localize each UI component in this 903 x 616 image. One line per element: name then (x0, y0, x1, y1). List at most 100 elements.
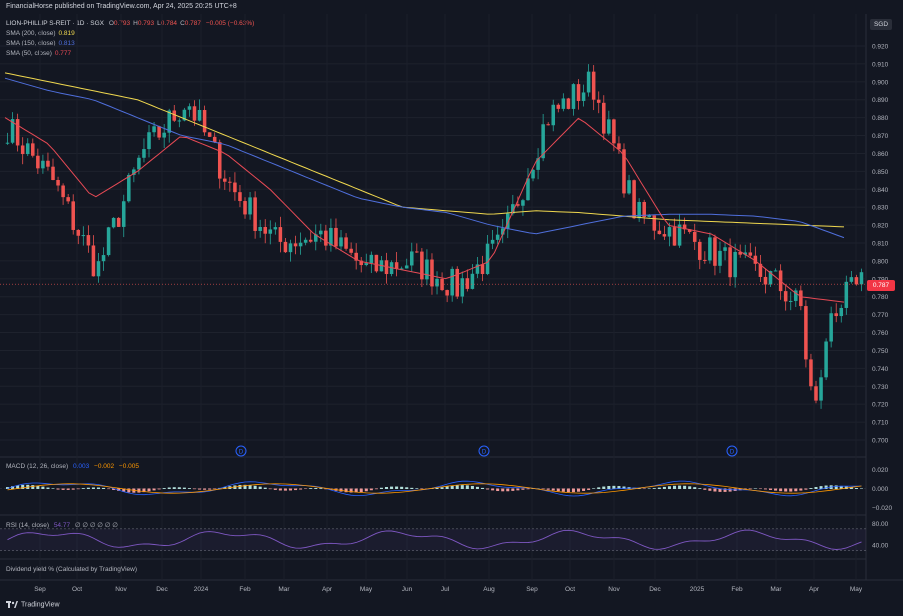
candle-body (531, 169, 535, 179)
symbol-legend[interactable]: LION-PHILLIP S-REIT · 1D · SGX O0.793 H0.… (6, 20, 254, 27)
candle (20, 137, 25, 165)
macd-bar (96, 487, 100, 489)
tradingview-logo-icon (6, 601, 18, 608)
candle (783, 284, 788, 311)
candle (804, 300, 808, 368)
macd-bar (753, 488, 757, 489)
macd-bar (56, 488, 60, 490)
macd-hist-value: −0.005 (118, 463, 139, 470)
candle-body (566, 98, 571, 109)
candle (743, 244, 748, 259)
macd-bar (657, 487, 661, 489)
candle (485, 235, 490, 276)
candle-body (839, 307, 844, 317)
macd-bar (758, 488, 762, 490)
macd-bar (410, 487, 414, 489)
y-tick-label: 0.730 (872, 384, 889, 391)
candle (642, 199, 646, 224)
candle-body (682, 224, 687, 230)
macd-legend[interactable]: MACD (12, 26, close) 0.003 −0.002 −0.005 (6, 463, 139, 470)
y-tick-label: 0.840 (872, 187, 889, 194)
candle (652, 215, 657, 240)
candle (420, 248, 424, 288)
macd-bar (496, 488, 500, 492)
candle-body (263, 226, 267, 234)
candle (228, 177, 232, 192)
candle (788, 291, 793, 311)
macd-bar (546, 488, 550, 490)
candle-body (25, 143, 30, 155)
candle (324, 224, 328, 251)
candle (217, 139, 222, 189)
macd-bar (647, 488, 651, 489)
candle-body (667, 227, 672, 237)
candle-body (420, 251, 424, 280)
candle (531, 169, 535, 182)
candle-body (334, 227, 338, 247)
candle (111, 217, 116, 229)
candle-body (440, 278, 444, 291)
x-tick-label: Oct (565, 586, 575, 593)
currency-badge[interactable]: SGD (870, 19, 892, 30)
candle (46, 152, 50, 171)
y-tick-label: 0.720 (872, 402, 889, 409)
macd-bar (309, 488, 313, 489)
candle (319, 223, 323, 242)
y-tick-label: 0.770 (872, 312, 889, 319)
candle-body (455, 268, 460, 297)
macd-bar (208, 488, 212, 490)
y-tick-label: 0.900 (872, 79, 889, 86)
macd-bar (769, 488, 773, 490)
candle-body (804, 306, 808, 360)
candle (202, 105, 207, 136)
candle (374, 254, 379, 273)
candle-body (86, 235, 91, 246)
candle (76, 229, 81, 245)
candle-body (546, 124, 550, 126)
macd-bar (349, 488, 353, 493)
rsi-label: RSI (14, close) (6, 522, 49, 529)
candle (839, 304, 844, 323)
y-tick-label: 0.820 (872, 223, 889, 230)
macd-bar (516, 488, 520, 491)
macd-bar (11, 486, 15, 489)
macd-bar (415, 488, 419, 489)
candle (617, 136, 621, 154)
candle (713, 234, 717, 276)
candle-body (743, 252, 748, 255)
candle-body (157, 126, 161, 138)
candle (354, 243, 358, 270)
macd-bar (167, 487, 171, 489)
sma150-legend[interactable]: SMA (150, close) 0.813 (6, 40, 75, 47)
macd-bar (763, 488, 767, 490)
macd-bar (667, 486, 671, 489)
candle (238, 185, 242, 208)
x-tick-label: Apr (809, 586, 820, 593)
candle (591, 65, 596, 111)
candle (379, 256, 384, 272)
candle-body (248, 197, 252, 215)
macd-bar (31, 485, 35, 489)
macd-bar (440, 487, 444, 489)
rsi-legend[interactable]: RSI (14, close) 54.77 ∅ ∅ ∅ ∅ ∅ ∅ (6, 521, 118, 529)
macd-bar (713, 488, 717, 492)
macd-bar (698, 488, 702, 489)
candle-body (258, 226, 262, 231)
macd-bar (102, 487, 106, 489)
macd-bar (804, 488, 808, 490)
candle (91, 235, 96, 277)
candle-body (243, 201, 247, 215)
sma50-legend[interactable]: SMA (50, close) 0.777 (6, 50, 71, 57)
rsi-value: 54.77 (53, 522, 71, 529)
candle (263, 219, 267, 244)
candle (445, 289, 449, 303)
candle-body (632, 180, 636, 219)
sma200-legend[interactable]: SMA (200, close) 0.819 (6, 30, 75, 37)
tradingview-footer[interactable]: TradingView (6, 601, 60, 608)
candle-body (394, 262, 399, 269)
y-tick-label: 0.890 (872, 97, 889, 104)
macd-bar (248, 485, 252, 489)
dividend-pane-label[interactable]: Dividend yield % (Calculated by TradingV… (6, 566, 138, 573)
candle-body (733, 251, 737, 278)
